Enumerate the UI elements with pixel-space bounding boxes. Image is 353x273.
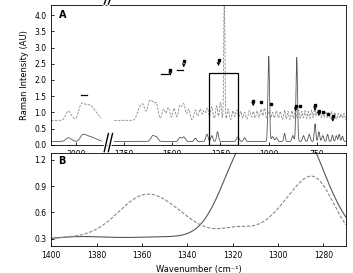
- Text: A: A: [59, 10, 66, 20]
- Bar: [209, 73, 238, 145]
- Text: B: B: [59, 156, 66, 166]
- X-axis label: Wavenumber (cm⁻¹): Wavenumber (cm⁻¹): [156, 265, 241, 273]
- X-axis label: Wavenumber (cm⁻¹): Wavenumber (cm⁻¹): [156, 164, 241, 173]
- Y-axis label: Raman Intensity (AU): Raman Intensity (AU): [20, 30, 29, 120]
